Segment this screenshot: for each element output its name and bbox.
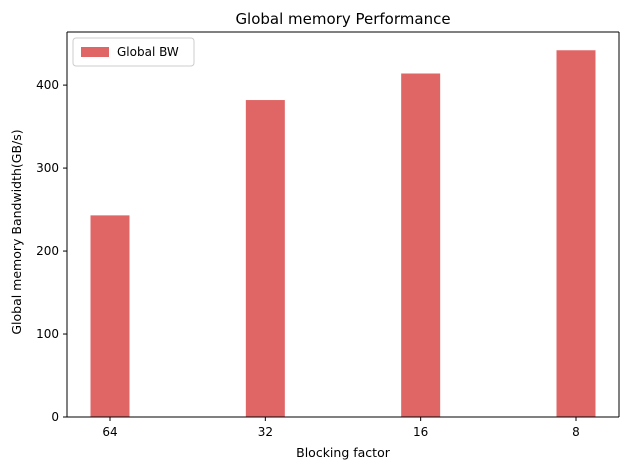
- y-tick-label-0: 0: [51, 410, 59, 424]
- x-tick-label-64: 64: [102, 425, 117, 439]
- y-tick-label-400: 400: [36, 78, 59, 92]
- chart-title: Global memory Performance: [235, 10, 450, 28]
- legend-label: Global BW: [117, 45, 179, 59]
- bar-8: [556, 50, 596, 417]
- y-axis-title: Global memory Bandwidth(GB/s): [9, 129, 24, 334]
- plot-area: [90, 50, 596, 418]
- x-tick-label-8: 8: [572, 425, 580, 439]
- bar-32: [245, 100, 285, 417]
- y-tick-label-100: 100: [36, 327, 59, 341]
- y-tick-label-300: 300: [36, 161, 59, 175]
- x-tick-label-16: 16: [413, 425, 428, 439]
- y-tick-label-200: 200: [36, 244, 59, 258]
- legend: Global BW: [72, 37, 195, 67]
- bar-64: [90, 215, 130, 417]
- x-tick-label-32: 32: [258, 425, 273, 439]
- legend-box: [72, 37, 195, 67]
- x-axis-title: Blocking factor: [296, 445, 391, 460]
- legend-swatch: [81, 47, 109, 57]
- bar-16: [401, 73, 441, 418]
- axes: 64 32 16 8 0 100 200 300 400: [36, 31, 620, 439]
